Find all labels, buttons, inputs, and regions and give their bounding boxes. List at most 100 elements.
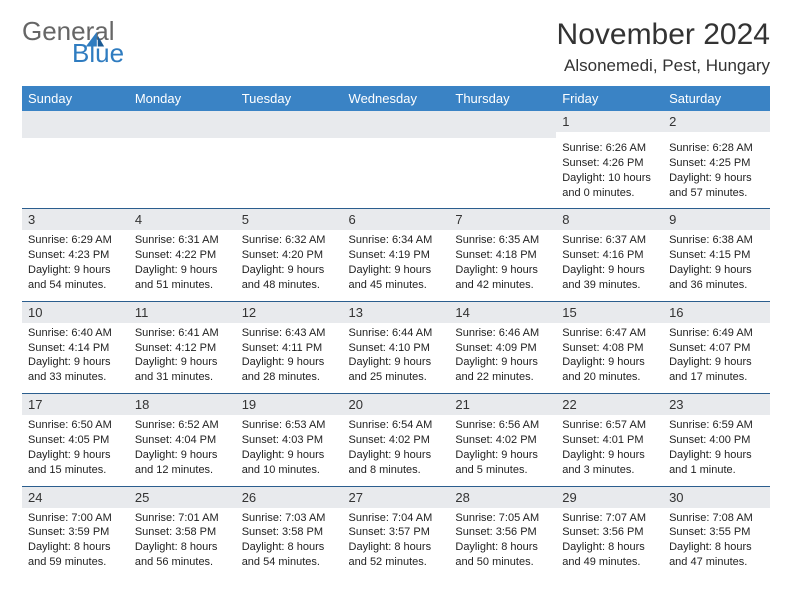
dow-mon: Monday xyxy=(129,86,236,111)
day-cell: 4 xyxy=(129,209,236,230)
day-details: Sunrise: 6:26 AMSunset: 4:26 PMDaylight:… xyxy=(556,138,663,208)
day-number: 9 xyxy=(663,209,770,230)
day-cell: Sunrise: 6:57 AMSunset: 4:01 PMDaylight:… xyxy=(556,415,663,486)
day-cell xyxy=(449,138,556,209)
calendar-body: 12Sunrise: 6:26 AMSunset: 4:26 PMDayligh… xyxy=(22,111,770,578)
day-details: Sunrise: 6:34 AMSunset: 4:19 PMDaylight:… xyxy=(343,230,450,300)
day-cell xyxy=(22,111,129,138)
day-cell: 5 xyxy=(236,209,343,230)
day-cell: Sunrise: 6:34 AMSunset: 4:19 PMDaylight:… xyxy=(343,230,450,301)
day-cell: Sunrise: 6:41 AMSunset: 4:12 PMDaylight:… xyxy=(129,323,236,394)
brand-logo: General Blue xyxy=(22,18,106,66)
day-cell xyxy=(129,138,236,209)
day-cell: Sunrise: 6:37 AMSunset: 4:16 PMDaylight:… xyxy=(556,230,663,301)
day-details: Sunrise: 6:31 AMSunset: 4:22 PMDaylight:… xyxy=(129,230,236,300)
daynum-row: 12 xyxy=(22,111,770,138)
calendar-page: General Blue November 2024 Alsonemedi, P… xyxy=(0,0,792,596)
dow-wed: Wednesday xyxy=(343,86,450,111)
day-details: Sunrise: 6:28 AMSunset: 4:25 PMDaylight:… xyxy=(663,138,770,208)
day-cell xyxy=(236,138,343,209)
day-cell xyxy=(236,111,343,138)
day-number: 14 xyxy=(449,302,556,323)
day-details: Sunrise: 6:47 AMSunset: 4:08 PMDaylight:… xyxy=(556,323,663,393)
day-details: Sunrise: 6:50 AMSunset: 4:05 PMDaylight:… xyxy=(22,415,129,485)
day-details: Sunrise: 6:54 AMSunset: 4:02 PMDaylight:… xyxy=(343,415,450,485)
day-cell: Sunrise: 6:40 AMSunset: 4:14 PMDaylight:… xyxy=(22,323,129,394)
day-details: Sunrise: 6:46 AMSunset: 4:09 PMDaylight:… xyxy=(449,323,556,393)
day-details: Sunrise: 6:37 AMSunset: 4:16 PMDaylight:… xyxy=(556,230,663,300)
day-cell: 11 xyxy=(129,302,236,323)
day-cell: Sunrise: 6:47 AMSunset: 4:08 PMDaylight:… xyxy=(556,323,663,394)
dow-row: Sunday Monday Tuesday Wednesday Thursday… xyxy=(22,86,770,111)
day-number: 7 xyxy=(449,209,556,230)
day-number: 27 xyxy=(343,487,450,508)
daynum-row: 3456789 xyxy=(22,209,770,230)
day-cell: 16 xyxy=(663,302,770,323)
daybody-row: Sunrise: 7:00 AMSunset: 3:59 PMDaylight:… xyxy=(22,508,770,578)
day-number: 21 xyxy=(449,394,556,415)
day-number: 25 xyxy=(129,487,236,508)
day-details: Sunrise: 6:56 AMSunset: 4:02 PMDaylight:… xyxy=(449,415,556,485)
day-cell: 27 xyxy=(343,487,450,508)
day-number: 22 xyxy=(556,394,663,415)
day-number: 16 xyxy=(663,302,770,323)
day-cell: Sunrise: 6:28 AMSunset: 4:25 PMDaylight:… xyxy=(663,138,770,209)
day-cell: Sunrise: 6:53 AMSunset: 4:03 PMDaylight:… xyxy=(236,415,343,486)
day-cell: Sunrise: 6:31 AMSunset: 4:22 PMDaylight:… xyxy=(129,230,236,301)
day-cell: Sunrise: 6:29 AMSunset: 4:23 PMDaylight:… xyxy=(22,230,129,301)
day-cell: 28 xyxy=(449,487,556,508)
day-number: 15 xyxy=(556,302,663,323)
day-cell: 14 xyxy=(449,302,556,323)
day-number: 20 xyxy=(343,394,450,415)
daynum-row: 10111213141516 xyxy=(22,302,770,323)
day-cell: Sunrise: 7:05 AMSunset: 3:56 PMDaylight:… xyxy=(449,508,556,578)
day-details: Sunrise: 6:49 AMSunset: 4:07 PMDaylight:… xyxy=(663,323,770,393)
day-details: Sunrise: 7:08 AMSunset: 3:55 PMDaylight:… xyxy=(663,508,770,578)
day-cell: Sunrise: 6:35 AMSunset: 4:18 PMDaylight:… xyxy=(449,230,556,301)
day-details: Sunrise: 7:00 AMSunset: 3:59 PMDaylight:… xyxy=(22,508,129,578)
dow-fri: Friday xyxy=(556,86,663,111)
day-details: Sunrise: 6:59 AMSunset: 4:00 PMDaylight:… xyxy=(663,415,770,485)
daybody-row: Sunrise: 6:40 AMSunset: 4:14 PMDaylight:… xyxy=(22,323,770,394)
day-details: Sunrise: 7:07 AMSunset: 3:56 PMDaylight:… xyxy=(556,508,663,578)
day-number: 29 xyxy=(556,487,663,508)
day-cell: Sunrise: 7:01 AMSunset: 3:58 PMDaylight:… xyxy=(129,508,236,578)
day-cell: 30 xyxy=(663,487,770,508)
day-number: 17 xyxy=(22,394,129,415)
day-details: Sunrise: 6:29 AMSunset: 4:23 PMDaylight:… xyxy=(22,230,129,300)
day-cell: 24 xyxy=(22,487,129,508)
day-details: Sunrise: 6:52 AMSunset: 4:04 PMDaylight:… xyxy=(129,415,236,485)
day-cell: Sunrise: 6:50 AMSunset: 4:05 PMDaylight:… xyxy=(22,415,129,486)
day-details: Sunrise: 6:53 AMSunset: 4:03 PMDaylight:… xyxy=(236,415,343,485)
day-number: 4 xyxy=(129,209,236,230)
day-cell: 20 xyxy=(343,394,450,415)
day-cell: 23 xyxy=(663,394,770,415)
daybody-row: Sunrise: 6:50 AMSunset: 4:05 PMDaylight:… xyxy=(22,415,770,486)
day-cell: Sunrise: 6:49 AMSunset: 4:07 PMDaylight:… xyxy=(663,323,770,394)
day-details: Sunrise: 7:05 AMSunset: 3:56 PMDaylight:… xyxy=(449,508,556,578)
day-number: 1 xyxy=(556,111,663,132)
day-cell: Sunrise: 6:46 AMSunset: 4:09 PMDaylight:… xyxy=(449,323,556,394)
day-details: Sunrise: 6:32 AMSunset: 4:20 PMDaylight:… xyxy=(236,230,343,300)
day-cell: 3 xyxy=(22,209,129,230)
day-cell: 9 xyxy=(663,209,770,230)
day-cell xyxy=(449,111,556,138)
day-details: Sunrise: 6:43 AMSunset: 4:11 PMDaylight:… xyxy=(236,323,343,393)
day-details: Sunrise: 7:04 AMSunset: 3:57 PMDaylight:… xyxy=(343,508,450,578)
day-cell: Sunrise: 6:26 AMSunset: 4:26 PMDaylight:… xyxy=(556,138,663,209)
day-number: 18 xyxy=(129,394,236,415)
day-cell xyxy=(129,111,236,138)
day-number: 3 xyxy=(22,209,129,230)
day-cell xyxy=(343,111,450,138)
daynum-row: 24252627282930 xyxy=(22,487,770,508)
day-cell: Sunrise: 6:56 AMSunset: 4:02 PMDaylight:… xyxy=(449,415,556,486)
day-cell: 29 xyxy=(556,487,663,508)
day-cell: 25 xyxy=(129,487,236,508)
day-number: 8 xyxy=(556,209,663,230)
day-cell: 1 xyxy=(556,111,663,138)
day-cell: 15 xyxy=(556,302,663,323)
title-block: November 2024 Alsonemedi, Pest, Hungary xyxy=(557,18,770,76)
day-cell: Sunrise: 6:59 AMSunset: 4:00 PMDaylight:… xyxy=(663,415,770,486)
dow-thu: Thursday xyxy=(449,86,556,111)
day-number: 24 xyxy=(22,487,129,508)
